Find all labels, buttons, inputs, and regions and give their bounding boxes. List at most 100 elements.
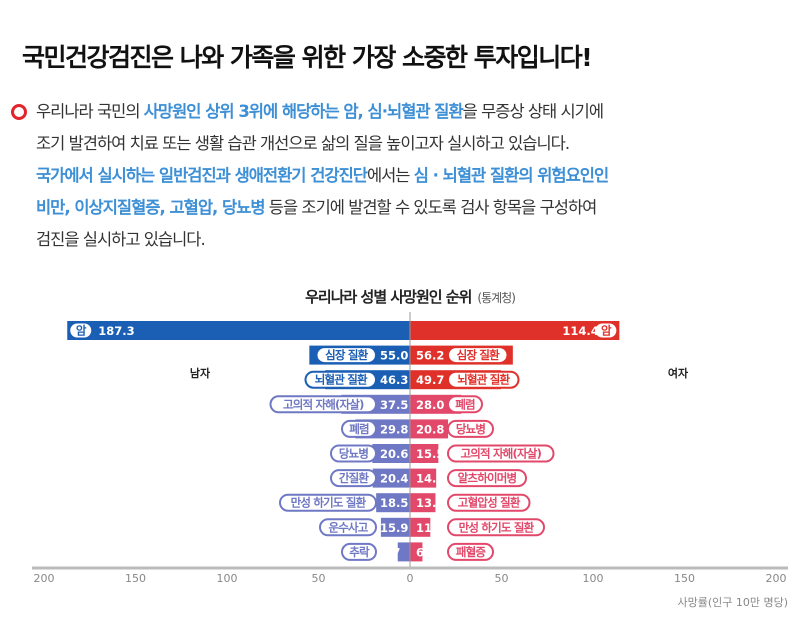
value-label: 14.3 [416,472,444,486]
x-tick-label: 200 [34,572,55,585]
category-pill-left [304,370,377,389]
circle-bullet-icon [11,104,27,120]
category-pill-right [447,419,494,438]
bar-right [410,444,439,463]
category-label: 심장 질환 [457,348,501,362]
value-label: 114.4 [562,324,598,338]
series-label-female: 여자 [668,366,689,380]
x-tick-label: 100 [583,572,604,585]
page-title: 국민건강검진은 나와 가족을 위한 가장 소중한 투자입니다! [22,43,593,72]
value-label: 20.8 [416,422,444,436]
description-paragraph: 우리나라 국민의 사망원인 상위 3위에 해당하는 암, 심·뇌혈관 질환을 무… [36,96,796,256]
value-label: 11.1 [416,521,444,535]
description-line: 국가에서 실시하는 일반검진과 생애전환기 건강진단에서는 심 · 뇌혈관 질환… [36,160,796,192]
category-label: 심장 질환 [325,348,369,362]
chart-title: 우리나라 성별 사망원인 순위 [305,288,472,306]
category-label: 고혈압성 질환 [458,496,521,510]
value-label: 20.4 [380,472,408,486]
category-pill-left [341,542,377,561]
category-pill-right [447,542,494,561]
value-label: 46.3 [380,373,408,387]
category-pill-right [447,346,509,365]
category-label: 간질환 [339,471,370,485]
body-text: 을 무증상 상태 시기에 [462,102,604,121]
bar-left [397,542,410,562]
category-label: 뇌혈관 질환 [457,373,510,387]
value-label: 18.5 [380,496,408,510]
chart-title-block: 우리나라 성별 사망원인 순위 (통계청) [0,286,800,307]
value-label: 56.2 [416,349,444,363]
bar-right [410,468,437,488]
bar-right [410,419,449,439]
body-text: 조기 발견하여 치료 또는 생활 습관 개선으로 삶의 질을 높이고자 실시하고… [36,134,570,153]
value-label: 187.3 [98,324,134,338]
category-pill-left [330,444,377,463]
highlight-text: 심 · 뇌혈관 질환의 위험요인인 [413,166,609,185]
category-label: 암 [76,324,87,338]
category-label: 패혈증 [456,545,487,559]
description-line: 조기 발견하여 치료 또는 생활 습관 개선으로 삶의 질을 높이고자 실시하고… [36,128,796,160]
category-label: 당뇨병 [456,422,486,436]
body-text: 우리나라 국민의 [36,102,144,121]
bar-left [380,517,410,537]
category-label: 뇌혈관 질환 [315,373,368,387]
category-label: 당뇨병 [339,447,369,461]
category-pill-right [447,518,545,537]
x-tick-label: 150 [125,572,146,585]
highlight-text: 국가에서 실시하는 일반검진과 생애전환기 건강진단 [36,166,368,185]
category-label: 만성 하기도 질환 [291,496,367,510]
category-pill-right [447,370,520,389]
category-pill-left [68,321,94,340]
category-label: 폐렴 [349,422,369,436]
category-label: 고의적 자해(자살) [460,447,541,461]
highlight-text: 비만, 이상지질혈증, 고혈압, 당뇨병 [36,198,266,217]
x-tick-label: 150 [674,572,695,585]
description-line: 비만, 이상지질혈증, 고혈압, 당뇨병 등을 조기에 발견할 수 있도록 검사… [36,192,796,224]
category-label: 알츠하이머병 [458,471,517,485]
bar-left [372,444,410,463]
series-label-male: 남자 [190,366,211,380]
x-tick-label: 200 [766,572,787,585]
value-label: 55.0 [380,349,408,363]
bar-right [410,493,436,513]
bar-left [67,321,410,340]
category-label: 만성 하기도 질환 [459,520,535,534]
category-pill-left [319,518,377,537]
value-label: 6.7 [380,545,400,559]
body-text: 에서는 [366,166,414,185]
value-label: 6.8 [416,545,436,559]
category-pill-left [341,419,377,438]
value-label: 29.8 [380,422,408,436]
category-pill-left [269,395,377,414]
bar-right [410,321,620,340]
value-label: 15.9 [380,521,408,535]
description-line: 검진을 실시하고 있습니다. [36,224,796,256]
bar-right [410,542,423,562]
category-label: 고의적 자해(자살) [283,397,364,411]
x-tick-label: 0 [407,572,414,585]
value-label: 13.9 [416,496,444,510]
body-text: 검진을 실시하고 있습니다. [36,230,206,249]
value-label: 15.5 [416,447,444,461]
category-pill-right [447,395,483,414]
description-line: 우리나라 국민의 사망원인 상위 3위에 해당하는 암, 심·뇌혈관 질환을 무… [36,96,796,128]
value-label: 37.5 [380,398,408,412]
category-pill-right [447,444,555,463]
body-text: 등을 조기에 발견할 수 있도록 검사 항목을 구성하여 [264,198,598,217]
x-tick-label: 100 [217,572,238,585]
category-pill-left [279,493,377,512]
value-label: 20.6 [380,447,408,461]
bar-left [376,493,410,513]
chart-source: (통계청) [477,291,515,305]
bar-left [372,468,410,488]
value-label: 28.0 [416,398,444,412]
x-tick-label: 50 [495,572,509,585]
category-label: 암 [601,324,612,338]
highlight-text: 사망원인 상위 3위에 해당하는 암, 심·뇌혈관 질환 [143,102,464,121]
x-axis-label: 사망률(인구 10만 명당) [677,596,788,609]
category-pill-right [447,469,527,488]
category-label: 추락 [349,545,370,559]
category-pill-left [315,346,377,365]
category-pill-left [330,469,377,488]
